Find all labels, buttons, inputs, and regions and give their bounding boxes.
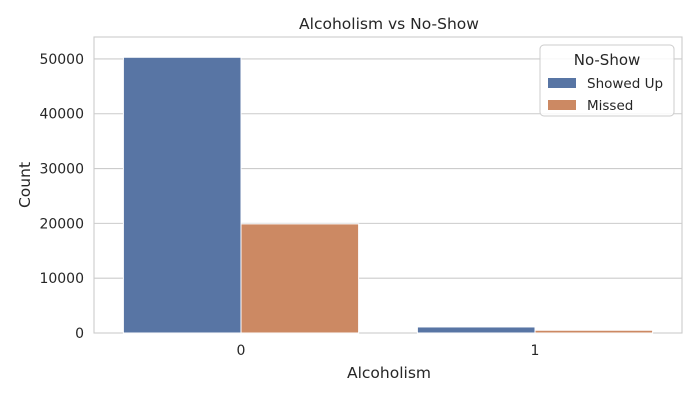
y-tick-labels: 0 10000 20000 30000 40000 50000 — [39, 52, 84, 342]
legend-frame — [539, 44, 675, 117]
x-tick-label: 0 — [237, 343, 246, 359]
legend-title: No-Show — [574, 51, 641, 69]
bar-missed-0 — [240, 223, 360, 334]
chart-title: Alcoholism vs No-Show — [299, 15, 479, 33]
legend-item-label: Missed — [587, 98, 633, 114]
y-tick-label: 10000 — [39, 271, 84, 287]
y-axis-label: Count — [16, 162, 34, 208]
y-tick-label: 50000 — [39, 52, 84, 68]
y-tick-label: 30000 — [39, 162, 84, 178]
y-tick-label: 20000 — [39, 216, 84, 232]
y-tick-label: 0 — [75, 326, 84, 342]
legend-swatch — [548, 100, 576, 110]
x-tick-label: 1 — [531, 343, 540, 359]
bars — [122, 56, 654, 334]
x-axis-label: Alcoholism — [347, 364, 431, 382]
legend-swatch — [548, 78, 576, 88]
legend-item-label: Showed Up — [587, 76, 663, 92]
legend: No-Show Showed Up Missed — [539, 44, 675, 117]
bar-showed-up-0 — [122, 56, 242, 334]
bar-missed-1 — [534, 329, 654, 334]
y-tick-label: 40000 — [39, 107, 84, 123]
bar-showed-up-1 — [416, 326, 536, 334]
